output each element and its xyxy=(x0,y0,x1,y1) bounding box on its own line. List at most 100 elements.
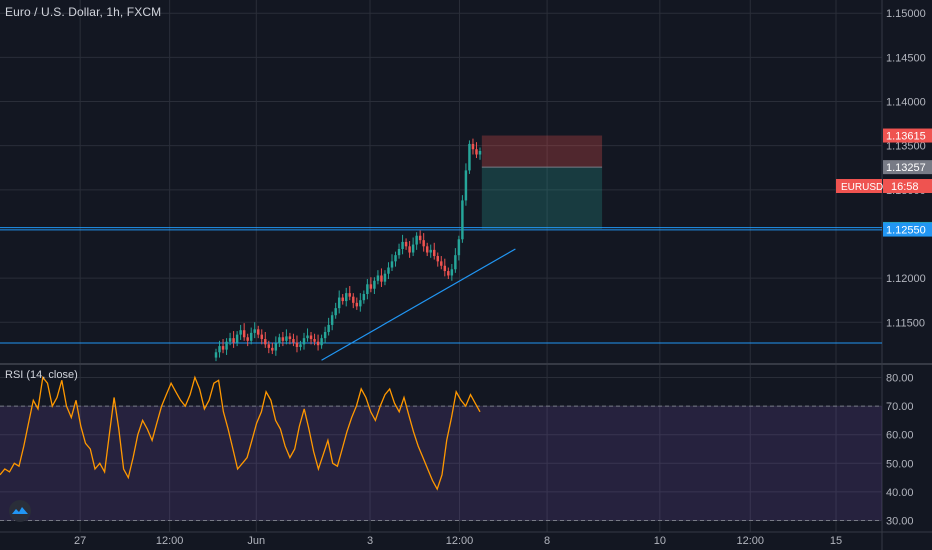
candle[interactable] xyxy=(422,240,425,247)
candle[interactable] xyxy=(267,344,271,348)
candle[interactable] xyxy=(376,275,380,281)
candle[interactable] xyxy=(306,335,309,339)
candle[interactable] xyxy=(373,280,376,289)
candle[interactable] xyxy=(355,302,359,307)
rsi-band xyxy=(0,406,882,521)
candle[interactable] xyxy=(454,255,457,270)
candle[interactable] xyxy=(387,267,390,274)
take-profit-zone[interactable] xyxy=(481,167,603,229)
price-tick-label: 1.14000 xyxy=(886,97,926,109)
candle[interactable] xyxy=(440,261,443,266)
candle[interactable] xyxy=(471,143,475,150)
candle[interactable] xyxy=(323,331,327,339)
candle[interactable] xyxy=(457,239,461,256)
candle[interactable] xyxy=(242,330,246,338)
candle[interactable] xyxy=(330,315,334,325)
symbol-legend[interactable]: Euro / U.S. Dollar, 1h, FXCM xyxy=(5,5,162,19)
candle[interactable] xyxy=(257,329,260,335)
candle[interactable] xyxy=(366,284,369,295)
candle[interactable] xyxy=(397,248,401,256)
candle[interactable] xyxy=(408,246,411,253)
candle[interactable] xyxy=(478,150,482,155)
rsi-legend[interactable]: RSI (14, close) xyxy=(5,369,78,381)
candle[interactable] xyxy=(309,335,313,340)
candle[interactable] xyxy=(214,352,218,358)
candle[interactable] xyxy=(299,344,302,347)
candle[interactable] xyxy=(278,337,281,344)
candle[interactable] xyxy=(295,342,299,347)
price-tick-label: 1.11500 xyxy=(886,317,925,329)
time-tick-label: 12:00 xyxy=(446,535,474,547)
candle[interactable] xyxy=(401,241,404,249)
candle[interactable] xyxy=(443,265,447,272)
candle[interactable] xyxy=(246,337,249,341)
price-label-text: 1.13615 xyxy=(886,131,926,143)
candle[interactable] xyxy=(337,297,341,309)
candle[interactable] xyxy=(264,339,267,345)
candle[interactable] xyxy=(225,341,228,350)
trend-line[interactable] xyxy=(321,248,516,361)
candle[interactable] xyxy=(418,235,422,241)
candle[interactable] xyxy=(221,346,225,350)
tradingview-logo-icon[interactable] xyxy=(7,500,33,522)
candle[interactable] xyxy=(253,329,256,333)
price-label-badge xyxy=(883,128,932,143)
candle[interactable] xyxy=(394,255,397,262)
stop-loss-zone[interactable] xyxy=(481,135,603,168)
candle[interactable] xyxy=(218,346,221,353)
candle[interactable] xyxy=(341,297,344,302)
candle[interactable] xyxy=(249,332,253,341)
price-label-text: 1.12550 xyxy=(886,225,926,237)
candle[interactable] xyxy=(288,336,292,340)
candle[interactable] xyxy=(464,170,468,201)
candle[interactable] xyxy=(327,324,330,332)
candle[interactable] xyxy=(404,241,408,247)
candle[interactable] xyxy=(383,273,387,282)
candle[interactable] xyxy=(274,343,278,351)
candle[interactable] xyxy=(352,296,355,303)
candle[interactable] xyxy=(235,334,239,343)
candle[interactable] xyxy=(461,200,464,240)
candle[interactable] xyxy=(345,293,348,302)
candle[interactable] xyxy=(292,339,295,343)
time-tick-label: Jun xyxy=(247,535,265,547)
candle[interactable] xyxy=(450,269,454,276)
rsi-tick-label: 40.00 xyxy=(886,487,914,499)
candle[interactable] xyxy=(232,338,235,343)
candle[interactable] xyxy=(334,308,337,316)
rsi-line[interactable] xyxy=(0,375,481,491)
candle[interactable] xyxy=(260,334,263,340)
time-tick-label: 3 xyxy=(367,535,373,547)
candle[interactable] xyxy=(390,261,394,268)
candle[interactable] xyxy=(415,235,418,245)
candle[interactable] xyxy=(359,300,362,307)
candle[interactable] xyxy=(475,149,478,155)
candle[interactable] xyxy=(281,337,285,341)
rsi-tick-label: 50.00 xyxy=(886,458,914,470)
candle[interactable] xyxy=(369,284,373,289)
symbol-tag-badge[interactable] xyxy=(836,179,882,193)
candle[interactable] xyxy=(320,338,323,346)
price-label-badge xyxy=(883,160,932,175)
candle[interactable] xyxy=(271,347,274,351)
symbol-tag-text: EURUSD xyxy=(841,182,883,193)
candle[interactable] xyxy=(436,256,439,262)
candle[interactable] xyxy=(425,246,429,253)
candle[interactable] xyxy=(380,275,383,282)
candle[interactable] xyxy=(313,339,316,342)
candle[interactable] xyxy=(228,338,232,342)
candle[interactable] xyxy=(348,293,351,297)
candle[interactable] xyxy=(285,336,288,341)
time-tick-label: 12:00 xyxy=(156,535,184,547)
candle[interactable] xyxy=(429,249,432,253)
candle[interactable] xyxy=(433,249,436,257)
candle[interactable] xyxy=(239,330,242,335)
candle[interactable] xyxy=(468,143,471,171)
candle[interactable] xyxy=(316,341,320,346)
candle[interactable] xyxy=(447,271,450,276)
candle[interactable] xyxy=(302,338,306,345)
candle[interactable] xyxy=(411,244,415,253)
candle[interactable] xyxy=(362,294,366,301)
